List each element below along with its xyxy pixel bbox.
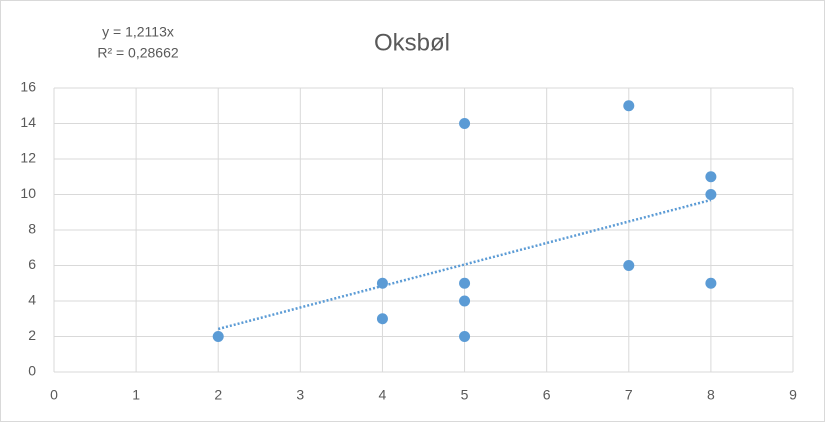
x-tick-label: 3 [296, 387, 304, 403]
y-tick-label: 12 [20, 150, 36, 166]
point [459, 118, 471, 129]
chart-title: Oksbøl [374, 29, 450, 56]
point [705, 277, 717, 289]
point [705, 189, 717, 200]
y-tick-label: 4 [28, 292, 36, 308]
point [623, 260, 635, 271]
y-tick-label: 14 [20, 114, 36, 130]
point [459, 331, 471, 342]
point [705, 171, 717, 183]
y-tick-label: 10 [20, 185, 36, 201]
x-tick-label: 6 [543, 387, 551, 403]
y-tick-label: 8 [28, 221, 36, 237]
x-tick-label: 5 [461, 387, 469, 403]
y-tick-label: 16 [20, 79, 36, 95]
trendline-r2: R² = 0,28662 [97, 45, 179, 61]
point [623, 100, 635, 112]
point [376, 277, 388, 289]
x-tick-label: 8 [707, 387, 715, 403]
y-tick-label: 6 [28, 256, 36, 272]
x-tick-label: 1 [132, 387, 140, 403]
trendline [217, 198, 712, 331]
x-tick-label: 0 [50, 387, 58, 403]
y-tick-label: 0 [28, 363, 36, 379]
point [459, 295, 471, 307]
x-tick-label: 7 [625, 387, 633, 403]
y-tick-label: 2 [28, 327, 36, 343]
x-tick-label: 4 [379, 387, 387, 403]
point [376, 313, 388, 325]
point [459, 277, 471, 289]
x-tick-label: 2 [214, 387, 222, 403]
trendline-equation: y = 1,2113x [102, 24, 174, 40]
point [212, 331, 224, 342]
x-tick-label: 9 [789, 387, 797, 403]
